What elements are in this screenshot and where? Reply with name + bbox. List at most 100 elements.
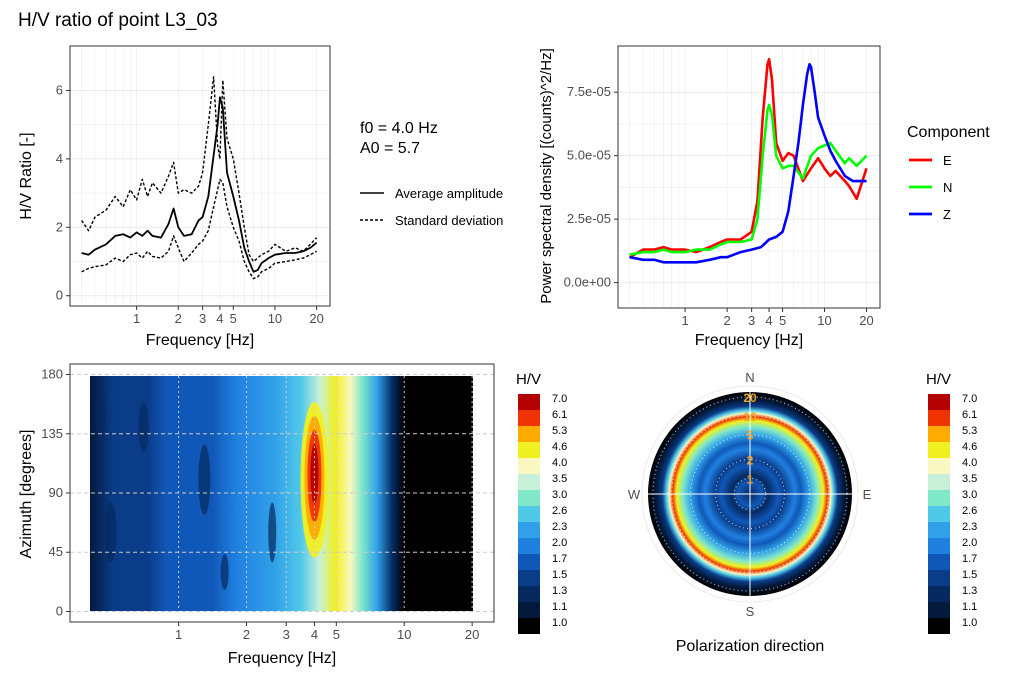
colorscale-swatch (928, 426, 950, 442)
colorscale-polar: H/V 7.0 6.1 5.3 4.6 4.0 3.5 3.0 2.6 2.3 2.0 1.7 1.5 1… (926, 371, 977, 634)
colorscale-label: 6.1 (552, 409, 567, 421)
x-tick-label: 2 (723, 313, 730, 328)
colorscale-title: H/V (516, 371, 541, 388)
contour-streak-2 (198, 444, 211, 515)
azimuth-heatmap: 1 2 3 4 5 10 20 0 45 90 135 180 Frequency [Hz] Azi… (18, 363, 495, 667)
azimuth-y-ticks: 0 45 90 135 180 (41, 367, 70, 618)
x-tick-label: 4 (216, 311, 223, 326)
hv-y-label: H/V Ratio [-] (18, 132, 35, 219)
colorscale-swatch (518, 458, 540, 474)
series-line-0 (81, 96, 318, 273)
a0-annotation: A0 = 5.7 (360, 140, 420, 157)
colorscale-swatch (928, 442, 950, 458)
colorscale-swatch (928, 602, 950, 618)
colorscale-swatch (928, 538, 950, 554)
psd-x-label: Frequency [Hz] (695, 332, 803, 349)
x-tick-label: 20 (465, 627, 479, 642)
psd-chart: 1 2 3 4 5 10 20 0.0e+00 2.5e-05 5.0e-05 7.5e-05 F… (538, 45, 990, 349)
y-tick-label: 2 (56, 219, 63, 234)
colorscale-label: 2.6 (962, 505, 977, 517)
series-line-2 (81, 178, 317, 280)
colorscale-swatch (518, 506, 540, 522)
colorscale-label: 7.0 (552, 393, 567, 405)
psd-plot-area (618, 46, 880, 308)
colorscale-label: 6.1 (962, 409, 977, 421)
psd-y-ticks: 0.0e+00 2.5e-05 5.0e-05 7.5e-05 (564, 84, 618, 290)
colorscale-swatch (518, 618, 540, 634)
x-tick-label: 1 (682, 313, 689, 328)
colorscale-swatch (928, 410, 950, 426)
psd-x-ticks: 1 2 3 4 5 10 20 (682, 308, 874, 328)
x-tick-label: 5 (779, 313, 786, 328)
colorscale-label: 1.0 (962, 617, 977, 629)
colorscale-label: 7.0 (962, 393, 977, 405)
psd-legend: ENZ (909, 153, 952, 222)
colorscale-swatch (928, 618, 950, 634)
colorscale-label: 5.3 (552, 425, 567, 437)
colorscale-swatch (928, 522, 950, 538)
panel-border (69, 45, 331, 307)
x-tick-label: 1 (133, 311, 140, 326)
radial-label-4: 20 (743, 391, 757, 405)
colorscale-label: 1.7 (552, 553, 567, 565)
colorscale-swatch (518, 522, 540, 538)
y-tick-label: 4 (56, 151, 63, 166)
series-line-1 (81, 76, 318, 263)
y-tick-label: 0.0e+00 (564, 275, 611, 290)
colorscale-label: 1.0 (552, 617, 567, 629)
colorscale-label: 1.7 (962, 553, 977, 565)
colorscale-label: 2.0 (962, 537, 977, 549)
contour-streak-0 (104, 502, 117, 563)
colorscale-swatch (518, 538, 540, 554)
x-tick-label: 4 (765, 313, 772, 328)
series-line-2 (629, 63, 867, 264)
colorscale-swatch (928, 394, 950, 410)
y-tick-label: 5.0e-05 (567, 148, 611, 163)
contour-streak-3 (220, 553, 229, 590)
azimuth-x-label: Frequency [Hz] (228, 650, 336, 667)
x-tick-label: 10 (397, 627, 411, 642)
colorscale-label: 3.0 (552, 489, 567, 501)
hv-x-ticks: 1 2 3 4 5 10 20 (133, 306, 324, 326)
x-tick-label: 10 (817, 313, 831, 328)
polar-radial-labels: 1 2 5 10 20 (743, 391, 757, 486)
colorscale-label: 2.6 (552, 505, 567, 517)
contour-streak-5 (268, 502, 277, 563)
x-tick-label: 2 (243, 627, 250, 642)
radial-label-2: 5 (747, 429, 754, 443)
x-tick-label: 3 (748, 313, 755, 328)
x-tick-label: 20 (309, 311, 323, 326)
x-tick-label: 5 (230, 311, 237, 326)
colorscale-swatch (518, 490, 540, 506)
hv-y-ticks: 0 2 4 6 (56, 82, 70, 303)
y-tick-label: 6 (56, 82, 63, 97)
x-tick-label: 20 (859, 313, 873, 328)
legend-label-average: Average amplitude (395, 186, 503, 201)
colorscale-swatch (518, 570, 540, 586)
direction-south: S (746, 604, 755, 619)
peak-contour-3 (310, 443, 319, 504)
colorscale-label: 4.0 (552, 457, 567, 469)
azimuth-y-label: Azimuth [degrees] (18, 430, 35, 559)
psd-y-label: Power spectral density [(counts)^2/Hz] (538, 48, 555, 303)
colorscale-azimuth: H/V 7.0 6.1 5.3 4.6 4.0 3.5 3.0 2.6 2.3 2.0 1.7 1.5 1… (516, 371, 567, 634)
contour-streak-1 (138, 402, 149, 453)
x-tick-label: 4 (311, 627, 318, 642)
series-line-1 (629, 103, 868, 256)
x-tick-label: 10 (268, 311, 282, 326)
colorscale-label: 4.0 (962, 457, 977, 469)
psd-grid (617, 45, 881, 309)
polarization-caption: Polarization direction (676, 638, 825, 655)
y-tick-label: 45 (49, 544, 63, 559)
polarization-chart: 1 2 5 10 20 N E S W Polarization direction (620, 364, 880, 655)
radial-label-1: 2 (747, 454, 754, 468)
x-tick-label: 5 (333, 627, 340, 642)
colorscale-swatch (518, 586, 540, 602)
legend-label-E: E (943, 153, 952, 168)
y-tick-label: 90 (49, 485, 63, 500)
f0-annotation: f0 = 4.0 Hz (360, 120, 438, 137)
colorscale-title: H/V (926, 371, 951, 388)
colorscale-swatch (518, 554, 540, 570)
